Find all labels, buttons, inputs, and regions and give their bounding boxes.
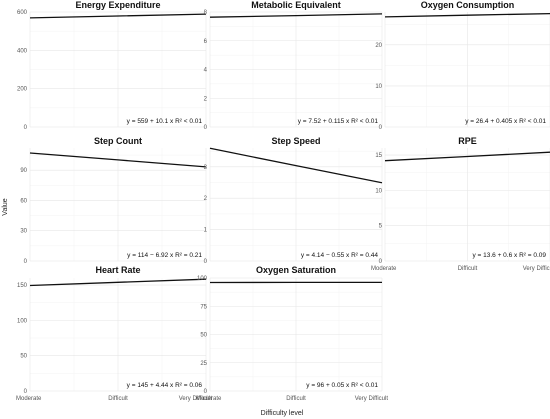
x-tick-label: Moderate	[196, 396, 222, 402]
figure-y-label: Value	[2, 198, 9, 215]
y-tick-label: 10	[375, 188, 382, 194]
panel-rpe: 0 5 10 15 RPE y = 13.6 + 0.6 x R² = 0.09 Moder…	[371, 136, 550, 272]
y-tick-label: 150	[17, 283, 28, 289]
y-tick-label: 6	[204, 39, 208, 45]
x-tick-label: Moderate	[16, 396, 42, 402]
panel-title: Heart Rate	[95, 265, 140, 275]
x-tick-label: Moderate	[371, 266, 397, 272]
regression-line	[29, 152, 207, 168]
y-tick-label: 1	[204, 228, 208, 234]
figure-x-label: Difficulty level	[261, 410, 304, 417]
y-tick-label: 100	[17, 318, 28, 324]
y-tick-label: 100	[197, 276, 208, 282]
y-tick-label: 30	[20, 229, 27, 235]
y-tick-label: 600	[17, 10, 28, 16]
regression-line	[384, 12, 550, 18]
y-tick-label: 5	[379, 224, 383, 230]
y-tick-label: 200	[17, 87, 28, 93]
y-tick-label: 2	[204, 196, 208, 202]
y-tick-label: 20	[375, 43, 382, 49]
regression-line	[29, 13, 207, 19]
y-tick-label: 2	[204, 96, 208, 102]
regression-line	[209, 147, 383, 184]
y-tick-label: 0	[204, 259, 208, 265]
regression-equation: y = 114 − 6.92 x R² = 0.21	[127, 252, 202, 259]
regression-equation: y = 145 + 4.44 x R² = 0.06	[127, 382, 203, 389]
regression-equation: y = 26.4 + 0.405 x R² < 0.01	[465, 118, 546, 125]
panel-metabolic-equivalent: 0 2 4 6 8 Metabolic Equivalent y = 7.52 + 0.11…	[204, 0, 383, 131]
x-tick-label: Difficult	[286, 396, 306, 402]
panel-title: Metabolic Equivalent	[251, 0, 341, 10]
panel-oxygen-consumption: 0 10 20 Oxygen Consumption y = 26.4 + 0.405 …	[375, 0, 550, 131]
regression-equation: y = 559 + 10.1 x R² < 0.01	[127, 118, 203, 125]
regression-equation: y = 4.14 − 0.55 x R² = 0.44	[301, 252, 379, 259]
x-tick-label: Very Difficult	[179, 396, 213, 402]
y-tick-label: 10	[375, 84, 382, 90]
panel-title: Step Speed	[271, 136, 320, 146]
x-tick-label: Difficult	[108, 396, 128, 402]
y-tick-label: 0	[204, 125, 208, 131]
y-tick-label: 0	[379, 259, 383, 265]
y-tick-label: 0	[379, 125, 383, 131]
regression-equation: y = 13.6 + 0.6 x R² = 0.09	[472, 252, 546, 259]
y-tick-label: 60	[20, 198, 27, 204]
panel-title: Energy Expenditure	[75, 0, 160, 10]
regression-line	[209, 13, 383, 18]
y-tick-label: 50	[200, 333, 207, 339]
panel-step-speed: 0 1 2 3 Step Speed y = 4.14 − 0.55 x R² = 0.4…	[204, 136, 383, 265]
panel-title: Oxygen Consumption	[421, 0, 515, 10]
regression-equation: y = 7.52 + 0.115 x R² < 0.01	[298, 118, 379, 125]
panel-title: Oxygen Saturation	[256, 265, 336, 275]
x-tick-label: Difficult	[458, 266, 478, 272]
panel-oxygen-saturation: 0 25 50 75 100 Oxygen Saturation y = 96 + 0.05…	[196, 265, 388, 402]
y-tick-label: 15	[375, 153, 382, 159]
y-tick-label: 400	[17, 48, 28, 54]
regression-equation: y = 96 + 0.05 x R² < 0.01	[306, 382, 378, 389]
y-tick-label: 0	[24, 259, 28, 265]
y-tick-label: 25	[200, 361, 207, 367]
y-tick-label: 8	[204, 10, 208, 16]
y-tick-label: 0	[204, 389, 208, 395]
panel-title: Step Count	[94, 136, 142, 146]
y-tick-label: 3	[204, 165, 208, 171]
y-tick-label: 0	[24, 389, 28, 395]
y-tick-label: 75	[200, 304, 207, 310]
y-tick-label: 4	[204, 68, 208, 74]
panel-heart-rate: 0 50 100 150 Heart Rate y = 145 + 4.44 x R² =…	[16, 265, 212, 402]
regression-line	[384, 151, 550, 162]
panel-energy-expenditure: 0 200 400 600 Energy Expenditure y = 559 + 10…	[17, 0, 207, 131]
y-tick-label: 0	[24, 125, 28, 131]
y-tick-label: 50	[20, 354, 27, 360]
panel-title: RPE	[458, 136, 477, 146]
y-tick-label: 90	[20, 168, 27, 174]
x-tick-label: Very Difficult	[523, 266, 550, 272]
x-tick-label: Very Difficult	[355, 396, 389, 402]
regression-line	[29, 278, 207, 287]
